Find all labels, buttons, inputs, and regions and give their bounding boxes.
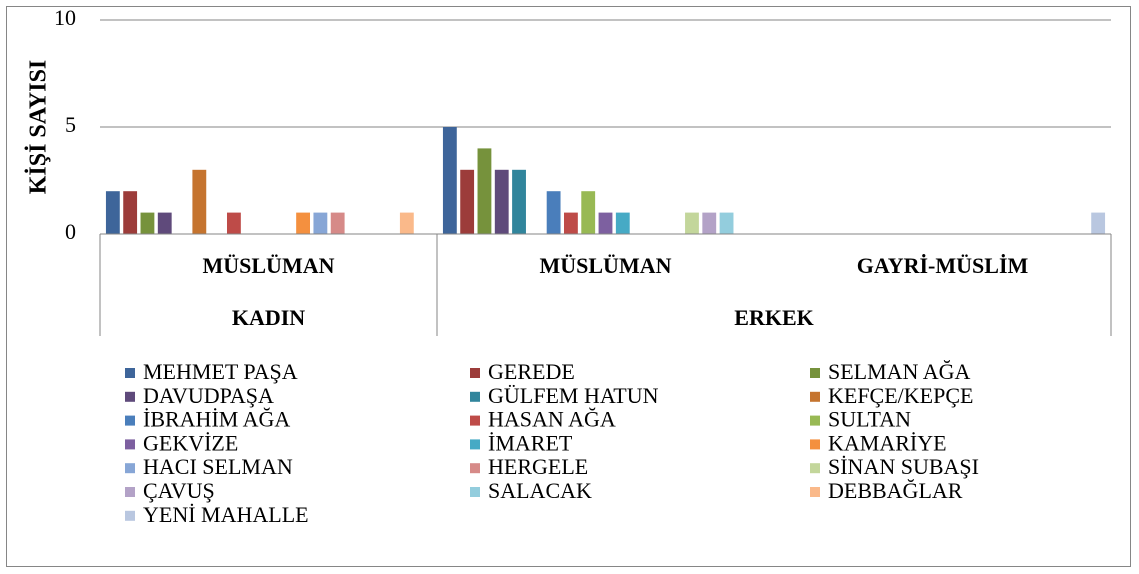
- x-tick-label: GAYRİ-MÜSLİM: [857, 253, 1029, 278]
- x-tick-label: MÜSLÜMAN: [203, 253, 335, 278]
- legend-swatch: [470, 391, 480, 402]
- legend-label: GEREDE: [488, 359, 575, 384]
- bar: [598, 212, 613, 234]
- bar: [313, 212, 328, 234]
- legend-swatch: [125, 439, 135, 450]
- bar: [702, 212, 717, 234]
- bar: [581, 191, 596, 234]
- y-tick-label: 10: [54, 5, 76, 30]
- group-label: ERKEK: [734, 305, 813, 330]
- bar: [330, 212, 345, 234]
- legend-label: SULTAN: [828, 407, 911, 432]
- bar: [192, 169, 207, 234]
- legend-label: SALACAK: [488, 478, 592, 503]
- legend-label: SELMAN AĞA: [828, 359, 971, 384]
- legend-swatch: [810, 415, 820, 426]
- y-tick-label: 5: [65, 112, 76, 137]
- legend-label: ÇAVUŞ: [143, 478, 215, 503]
- legend-swatch: [125, 510, 135, 521]
- legend-swatch: [470, 368, 480, 378]
- legend-swatch: [125, 415, 135, 426]
- legend-label: KAMARİYE: [828, 430, 947, 455]
- legend-label: İBRAHİM AĞA: [143, 407, 290, 432]
- legend-swatch: [470, 439, 480, 450]
- legend-swatch: [125, 487, 135, 497]
- legend-swatch: [810, 463, 820, 474]
- legend-label: KEFÇE/KEPÇE: [828, 383, 973, 408]
- bar: [226, 212, 241, 234]
- chart-border: [6, 6, 1131, 567]
- legend-label: YENİ MAHALLE: [143, 502, 309, 527]
- legend-swatch: [810, 368, 820, 378]
- bar: [157, 212, 172, 234]
- bar: [140, 212, 155, 234]
- legend-swatch: [470, 487, 480, 497]
- legend-label: HACI SELMAN: [143, 454, 293, 479]
- legend-label: MEHMET PAŞA: [143, 359, 298, 384]
- bar: [460, 169, 475, 234]
- bar: [615, 212, 630, 234]
- y-axis-label: KİŞİ SAYISI: [26, 60, 52, 195]
- legend-swatch: [470, 463, 480, 474]
- bar: [296, 212, 311, 234]
- legend-label: DEBBAĞLAR: [828, 478, 963, 503]
- legend-swatch: [125, 463, 135, 474]
- bar: [494, 169, 509, 234]
- legend-swatch: [810, 439, 820, 450]
- legend-label: HERGELE: [488, 454, 588, 479]
- legend-swatch: [125, 368, 135, 378]
- bar: [123, 191, 138, 234]
- legend-label: HASAN AĞA: [488, 407, 616, 432]
- legend-label: DAVUDPAŞA: [143, 383, 274, 408]
- bar: [512, 169, 526, 234]
- group-label: KADIN: [232, 305, 305, 330]
- bar: [719, 212, 734, 234]
- legend-swatch: [810, 487, 820, 497]
- bar: [105, 191, 120, 234]
- bar: [1091, 212, 1106, 234]
- bar: [442, 127, 457, 234]
- bar: [685, 212, 699, 234]
- legend-label: GEKVİZE: [143, 430, 238, 455]
- legend-label: GÜLFEM HATUN: [488, 383, 659, 408]
- legend-swatch: [470, 415, 480, 426]
- legend-label: SİNAN SUBAŞI: [828, 454, 979, 479]
- bar: [477, 148, 492, 234]
- legend-swatch: [125, 391, 135, 402]
- bar: [399, 212, 414, 234]
- x-tick-label: MÜSLÜMAN: [540, 253, 672, 278]
- legend-label: İMARET: [488, 430, 573, 455]
- y-tick-label: 0: [65, 219, 76, 244]
- legend-swatch: [810, 391, 820, 402]
- bar: [546, 191, 561, 234]
- bar: [563, 212, 578, 234]
